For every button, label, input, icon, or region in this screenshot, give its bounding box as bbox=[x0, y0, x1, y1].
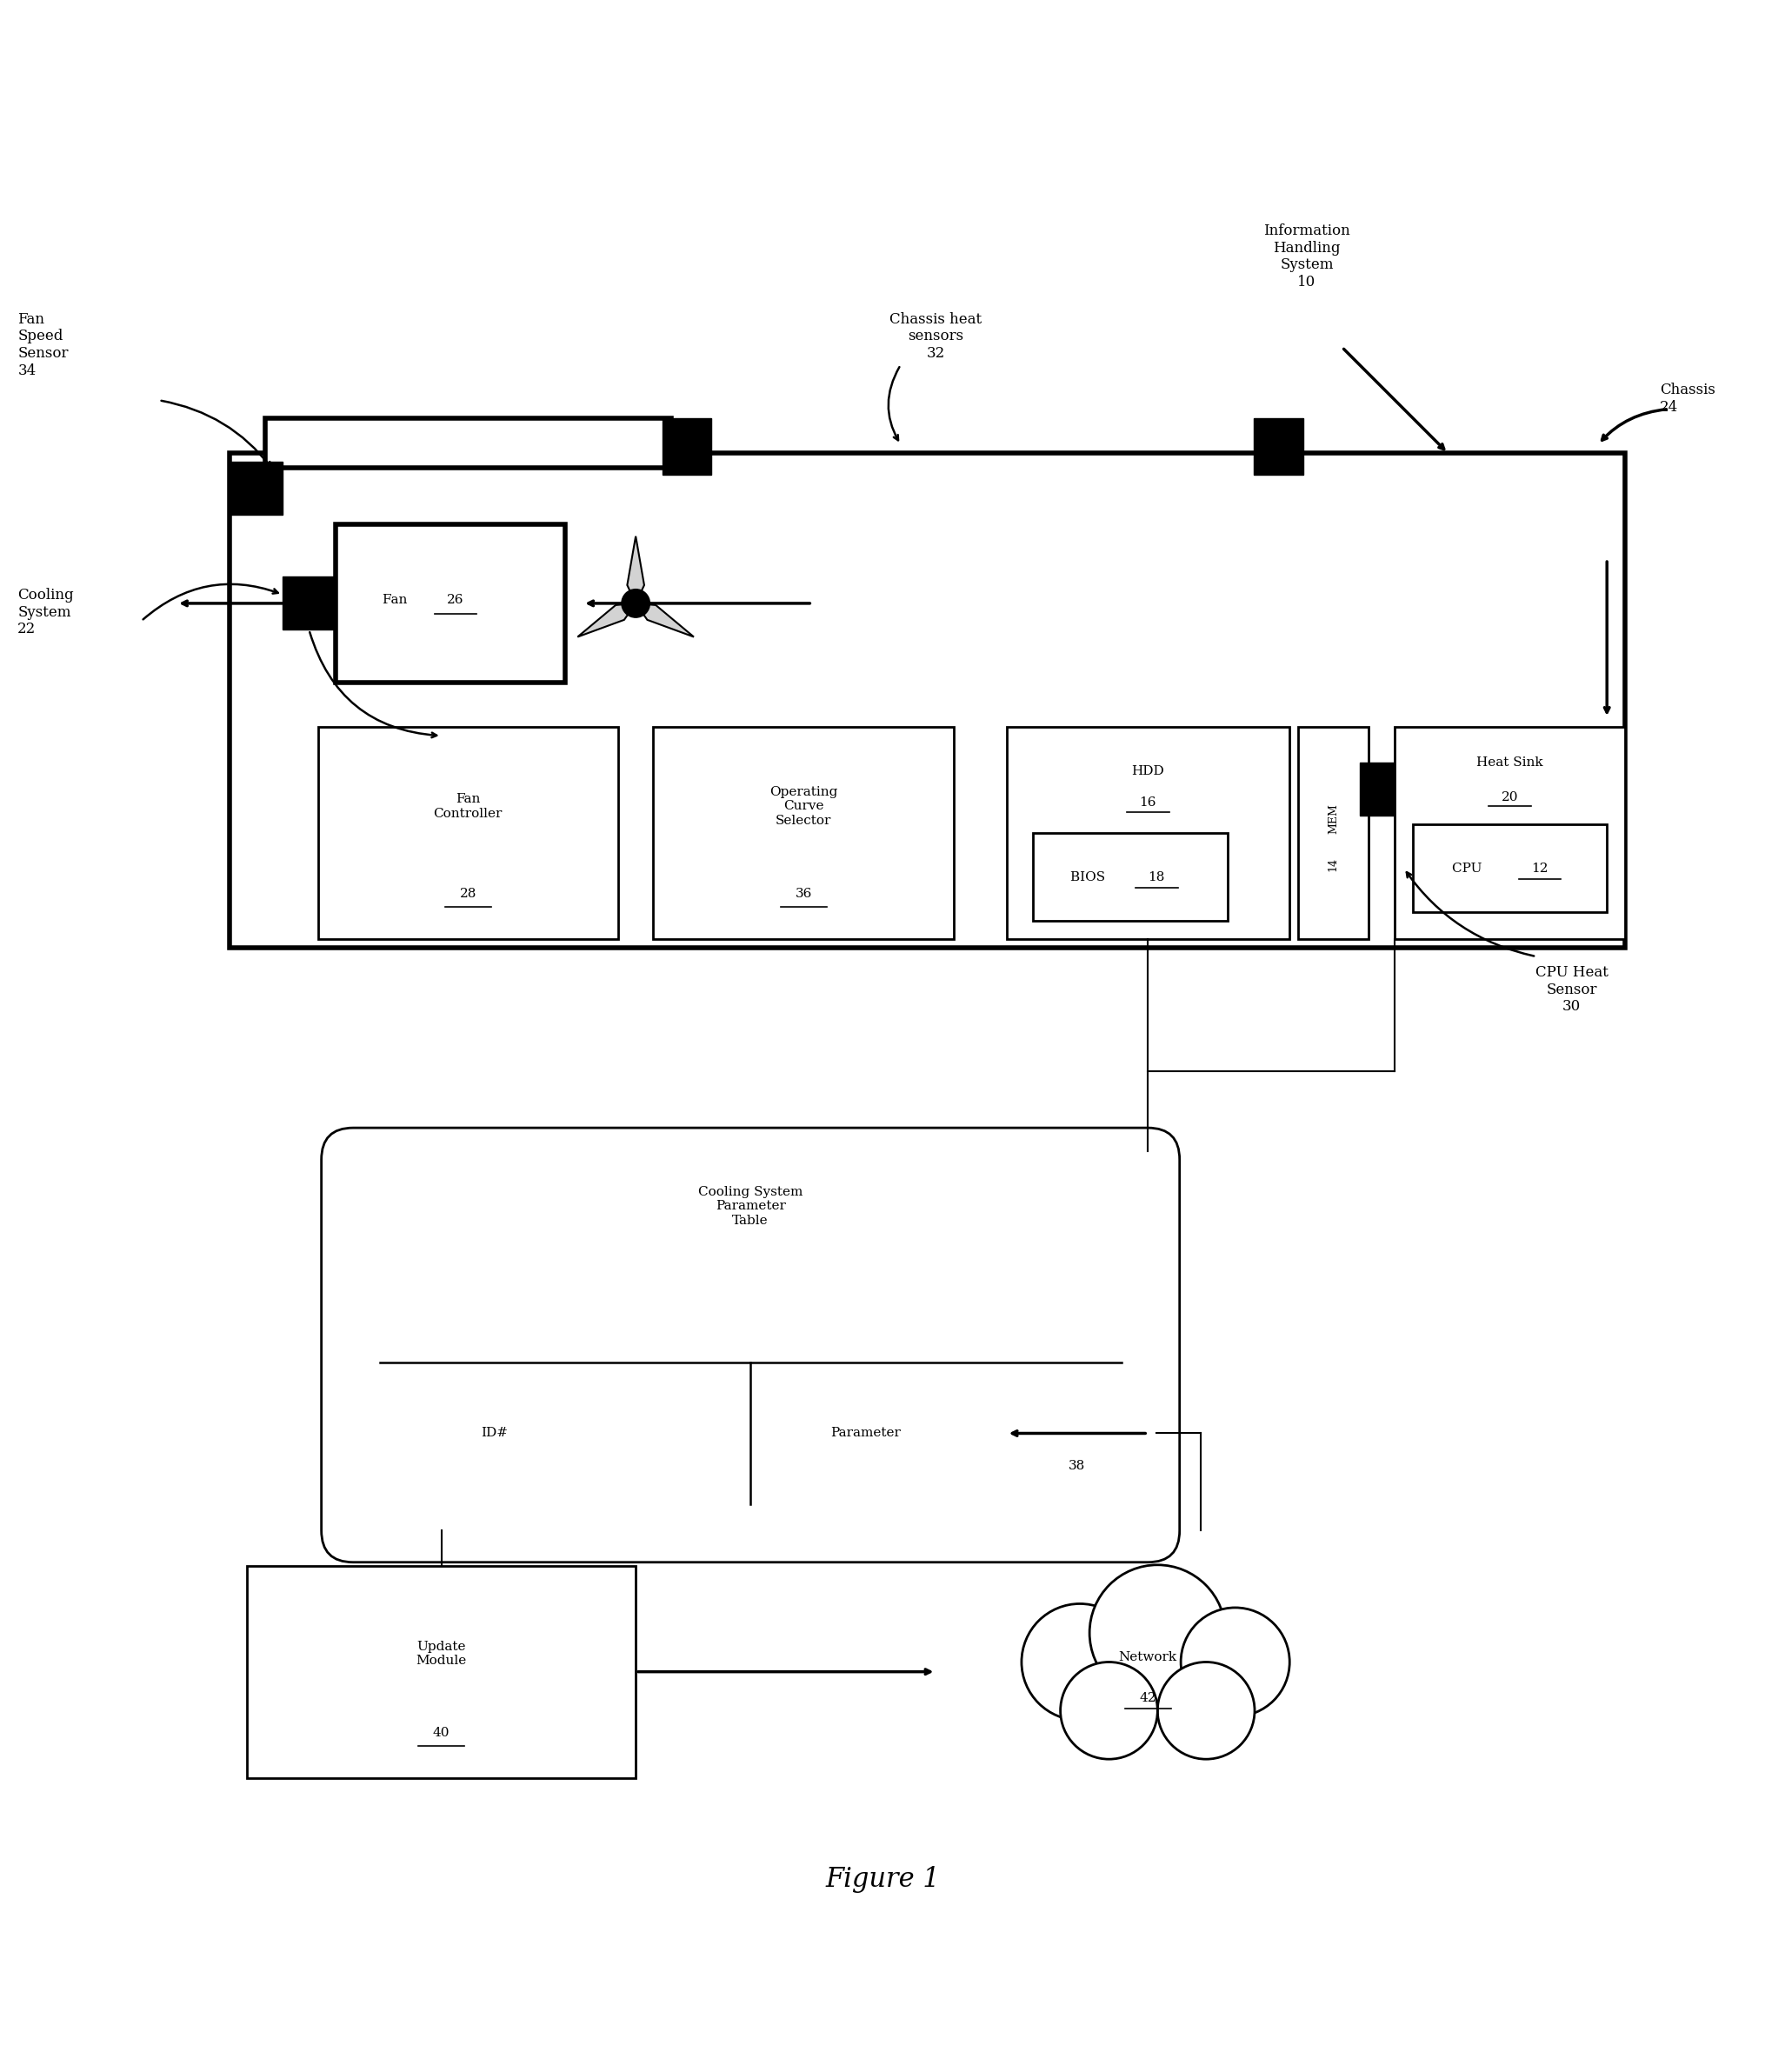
Text: 28: 28 bbox=[459, 887, 477, 899]
Text: ID#: ID# bbox=[480, 1428, 508, 1440]
Text: MEM: MEM bbox=[1327, 804, 1338, 833]
FancyBboxPatch shape bbox=[1412, 825, 1606, 912]
Text: Update
Module: Update Module bbox=[417, 1641, 466, 1668]
FancyBboxPatch shape bbox=[229, 454, 1624, 947]
Text: Network: Network bbox=[1117, 1651, 1177, 1664]
Text: CPU Heat
Sensor
30: CPU Heat Sensor 30 bbox=[1534, 966, 1608, 1013]
Text: Fan: Fan bbox=[383, 595, 411, 605]
FancyBboxPatch shape bbox=[318, 727, 618, 939]
FancyBboxPatch shape bbox=[1297, 727, 1368, 939]
FancyBboxPatch shape bbox=[653, 727, 953, 939]
FancyBboxPatch shape bbox=[335, 524, 565, 684]
Text: 20: 20 bbox=[1500, 792, 1518, 804]
Text: 36: 36 bbox=[794, 887, 812, 899]
Circle shape bbox=[1181, 1608, 1288, 1716]
Polygon shape bbox=[577, 603, 635, 636]
Circle shape bbox=[621, 588, 650, 617]
Polygon shape bbox=[635, 603, 694, 636]
Text: 16: 16 bbox=[1138, 798, 1156, 808]
Text: Information
Handling
System
10: Information Handling System 10 bbox=[1262, 224, 1350, 290]
Text: Chassis heat
sensors
32: Chassis heat sensors 32 bbox=[890, 313, 981, 361]
Text: Cooling System
Parameter
Table: Cooling System Parameter Table bbox=[697, 1185, 803, 1227]
FancyBboxPatch shape bbox=[229, 462, 282, 516]
Text: 14: 14 bbox=[1327, 858, 1338, 872]
FancyBboxPatch shape bbox=[265, 419, 671, 468]
Text: Fan
Speed
Sensor
34: Fan Speed Sensor 34 bbox=[18, 313, 69, 377]
Text: 38: 38 bbox=[1068, 1461, 1085, 1471]
Text: Operating
Curve
Selector: Operating Curve Selector bbox=[770, 785, 837, 827]
Text: 26: 26 bbox=[447, 595, 464, 605]
Text: Fan
Controller: Fan Controller bbox=[432, 794, 503, 821]
Text: Parameter: Parameter bbox=[830, 1428, 900, 1440]
Circle shape bbox=[1059, 1662, 1158, 1759]
FancyBboxPatch shape bbox=[1394, 727, 1624, 939]
FancyBboxPatch shape bbox=[1006, 727, 1288, 939]
Text: 18: 18 bbox=[1147, 870, 1165, 883]
FancyBboxPatch shape bbox=[1033, 833, 1227, 922]
FancyBboxPatch shape bbox=[1253, 419, 1303, 474]
FancyBboxPatch shape bbox=[282, 576, 335, 630]
Text: 12: 12 bbox=[1530, 862, 1548, 874]
Text: Cooling
System
22: Cooling System 22 bbox=[18, 588, 74, 636]
Circle shape bbox=[1158, 1662, 1253, 1759]
Text: Figure 1: Figure 1 bbox=[826, 1865, 939, 1892]
Text: CPU: CPU bbox=[1451, 862, 1486, 874]
FancyBboxPatch shape bbox=[247, 1566, 635, 1778]
Text: BIOS: BIOS bbox=[1070, 870, 1108, 883]
Text: 40: 40 bbox=[432, 1726, 450, 1738]
FancyBboxPatch shape bbox=[321, 1127, 1179, 1562]
Text: 42: 42 bbox=[1138, 1693, 1156, 1705]
Polygon shape bbox=[627, 537, 644, 603]
Text: HDD: HDD bbox=[1131, 765, 1163, 777]
Circle shape bbox=[1089, 1564, 1225, 1701]
FancyBboxPatch shape bbox=[1359, 762, 1403, 814]
FancyBboxPatch shape bbox=[662, 419, 711, 474]
Circle shape bbox=[1022, 1604, 1137, 1720]
Text: Heat Sink: Heat Sink bbox=[1476, 756, 1543, 769]
Text: Chassis
24: Chassis 24 bbox=[1659, 383, 1714, 414]
